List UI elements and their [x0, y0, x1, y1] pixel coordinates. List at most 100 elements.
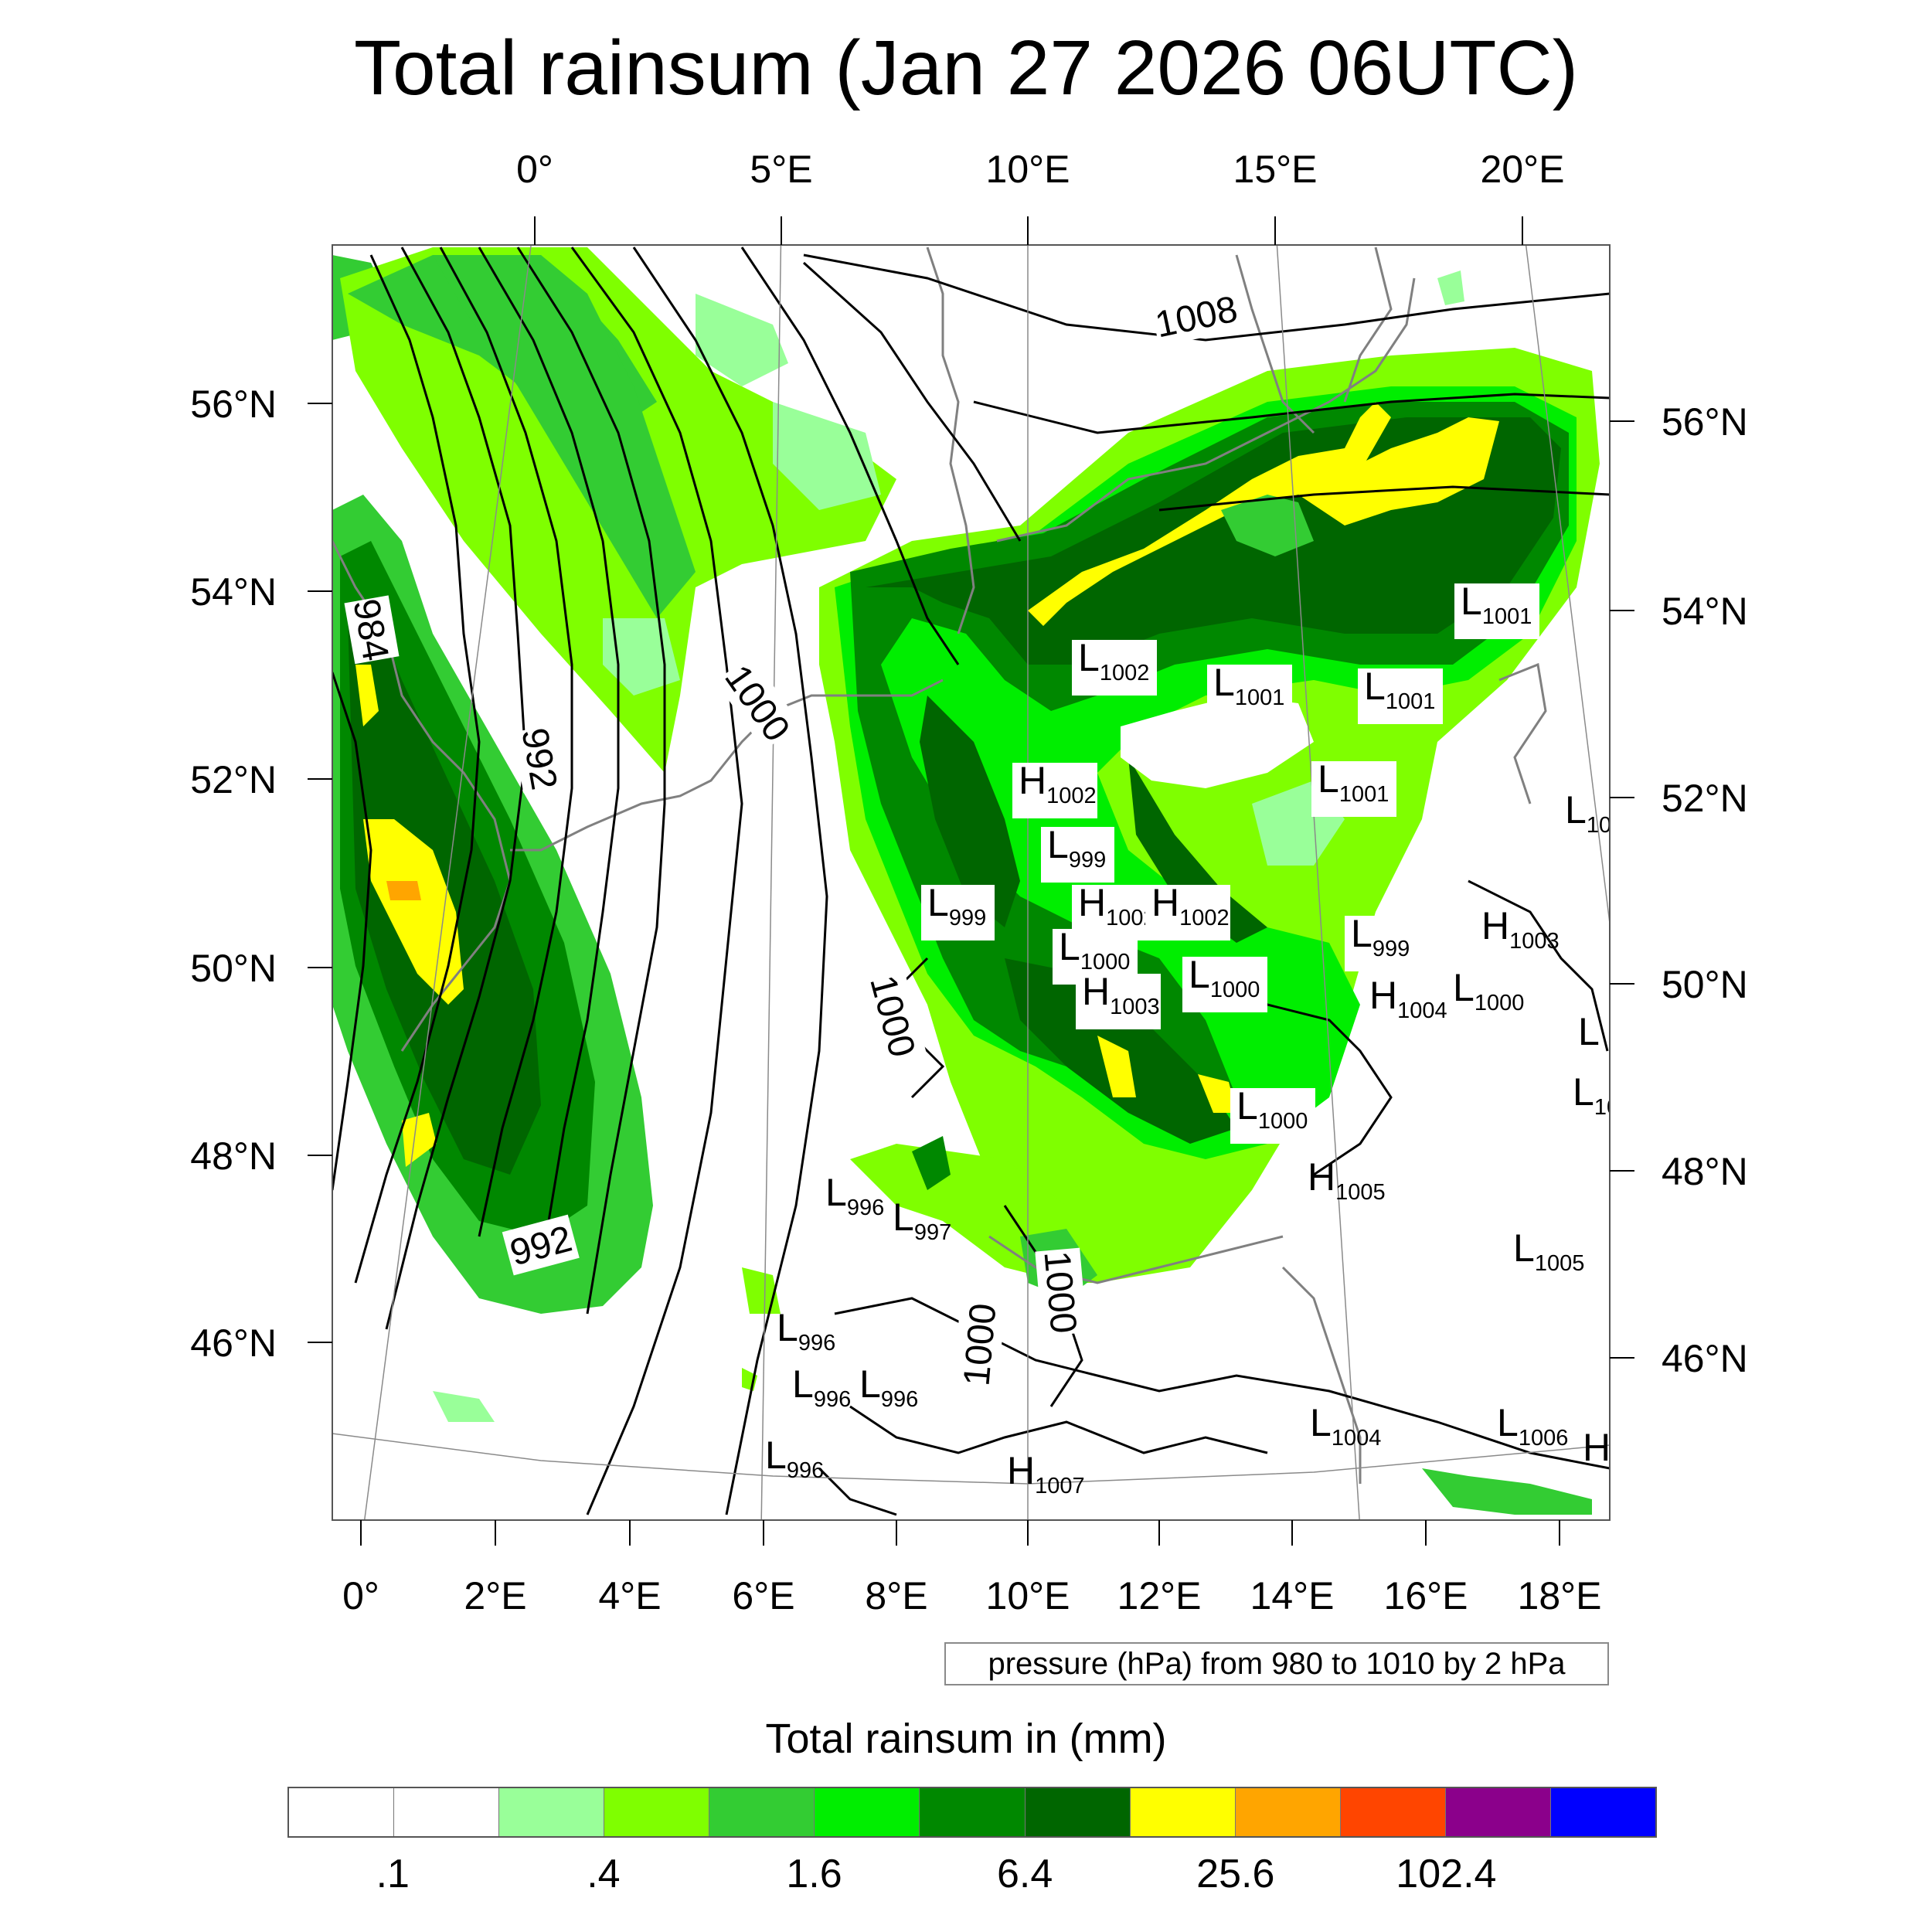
colorbar-swatch [604, 1788, 710, 1836]
lat-label: 50°N [190, 947, 277, 990]
rain-band-northsea [340, 247, 896, 773]
pressure-center: L997 [893, 1196, 951, 1245]
map-plot-area: 984 992 992 1000 1000 1000 1000 1008 L10… [332, 245, 1619, 1520]
pressure-center: L1004 [1310, 1401, 1381, 1451]
lon-label: 4°E [598, 1574, 661, 1617]
rain-field-west [332, 255, 653, 1314]
colorbar-label: 6.4 [996, 1852, 1053, 1896]
isobars [332, 247, 1610, 1516]
pressure-center: H1004 [1369, 974, 1447, 1023]
colorbar-labels: .1 .4 1.6 6.4 25.6 102.4 [0, 1851, 1932, 1905]
pressure-center: L999 [1047, 823, 1106, 872]
contour-label: 1000 [1036, 1250, 1083, 1335]
colorbar-swatch [1445, 1788, 1551, 1836]
map-title: Total rainsum (Jan 27 2026 06UTC) [353, 25, 1579, 111]
lon-label: 0° [516, 148, 553, 191]
pressure-center: L [1578, 1010, 1600, 1053]
lon-label: 20°E [1481, 148, 1565, 191]
top-lon-labels: 0° 5°E 10°E 15°E 20°E [516, 148, 1564, 191]
lon-label: 18°E [1518, 1574, 1602, 1617]
pressure-center: L999 [927, 881, 986, 930]
plot-border [332, 244, 1611, 1521]
pressure-center: L999 [1351, 912, 1410, 961]
pressure-center: L1005 [1513, 1226, 1584, 1276]
pressure-center: L1002 [1078, 636, 1149, 685]
colorbar-swatch [1130, 1788, 1236, 1836]
pressure-center: H1003 [1082, 970, 1160, 1019]
lat-label: 52°N [1662, 777, 1748, 820]
lat-label: 50°N [1662, 963, 1748, 1006]
lon-label: 10°E [986, 1574, 1070, 1617]
pressure-center: L996 [777, 1306, 835, 1355]
colorbar-swatch [815, 1788, 920, 1836]
pressure-centers: L1002 L1001 L1001 L1001 L1001 L10 H1002 … [765, 580, 1619, 1498]
pressure-center: L10 [1573, 1070, 1619, 1120]
pressure-center: L996 [825, 1171, 884, 1220]
colorbar-swatch [289, 1788, 395, 1836]
pressure-center: L1006 [1497, 1401, 1568, 1451]
lon-label: 10°E [986, 148, 1070, 191]
pressure-center: L1001 [1461, 580, 1532, 629]
pressure-center: L1000 [1453, 966, 1524, 1015]
pressure-center: H1002 [1151, 881, 1230, 930]
lon-label: 0° [342, 1574, 379, 1617]
lon-label: 16°E [1384, 1574, 1468, 1617]
pressure-center: L996 [792, 1362, 851, 1412]
pressure-center: L1000 [1189, 953, 1260, 1002]
pressure-center: H [1583, 1426, 1611, 1469]
pressure-center: L1000 [1236, 1084, 1308, 1134]
pressure-center: H1002 [1019, 759, 1097, 808]
colorbar-swatch [499, 1788, 605, 1836]
colorbar-label: 102.4 [1396, 1852, 1497, 1896]
pressure-center: L1000 [1059, 925, 1130, 975]
colorbar-swatch [920, 1788, 1026, 1836]
colorbar-swatch [394, 1788, 500, 1836]
pressure-center: H1003 [1481, 904, 1560, 954]
pressure-center: L1001 [1318, 757, 1389, 807]
pressure-center: L10 [1565, 788, 1611, 838]
pressure-center: L996 [765, 1434, 824, 1483]
lat-label: 54°N [190, 570, 277, 614]
colorbar [287, 1787, 1657, 1838]
colorbar-swatch [1550, 1788, 1656, 1836]
lon-label: 8°E [865, 1574, 927, 1617]
pressure-center: L1001 [1213, 661, 1284, 710]
right-lat-labels: 56°N 54°N 52°N 50°N 48°N 46°N [1662, 400, 1748, 1380]
lon-label: 6°E [732, 1574, 794, 1617]
lat-label: 56°N [1662, 400, 1748, 444]
pressure-center: H1007 [1007, 1449, 1085, 1498]
tick-marks [308, 216, 1634, 1546]
colorbar-label: 25.6 [1196, 1852, 1275, 1896]
contour-labels: 984 992 992 1000 1000 1000 1000 1008 [344, 285, 1243, 1389]
lat-label: 54°N [1662, 590, 1748, 633]
lon-label: 5°E [750, 148, 812, 191]
pressure-center: L1001 [1364, 665, 1435, 714]
bottom-lon-labels: 0° 2°E 4°E 6°E 8°E 10°E 12°E 14°E 16°E 1… [342, 1574, 1601, 1617]
graticule [332, 245, 1610, 1520]
pressure-note: pressure (hPa) from 980 to 1010 by 2 hPa [944, 1642, 1609, 1685]
colorbar-swatch [1235, 1788, 1341, 1836]
pressure-center: L996 [859, 1362, 918, 1412]
lat-label: 56°N [190, 383, 277, 426]
lat-label: 46°N [190, 1321, 277, 1365]
colorbar-swatch [1340, 1788, 1446, 1836]
colorbar-swatch [1025, 1788, 1131, 1836]
lat-label: 48°N [190, 1134, 277, 1178]
colorbar-swatch [709, 1788, 815, 1836]
colorbar-label: 1.6 [786, 1852, 842, 1896]
colorbar-label: .1 [376, 1852, 410, 1896]
colorbar-title: Total rainsum in (mm) [765, 1716, 1167, 1762]
lat-label: 46°N [1662, 1337, 1748, 1380]
lon-label: 12°E [1117, 1574, 1202, 1617]
lon-label: 14°E [1250, 1574, 1335, 1617]
lon-label: 2°E [464, 1574, 526, 1617]
rain-field-central [433, 270, 1600, 1515]
contour-label: 1000 [956, 1302, 1004, 1388]
lon-label: 15°E [1233, 148, 1318, 191]
lat-label: 52°N [190, 758, 277, 801]
left-lat-labels: 56°N 54°N 52°N 50°N 48°N 46°N [190, 383, 277, 1365]
colorbar-label: .4 [587, 1852, 621, 1896]
lat-label: 48°N [1662, 1150, 1748, 1193]
pressure-center: H1005 [1308, 1155, 1386, 1205]
